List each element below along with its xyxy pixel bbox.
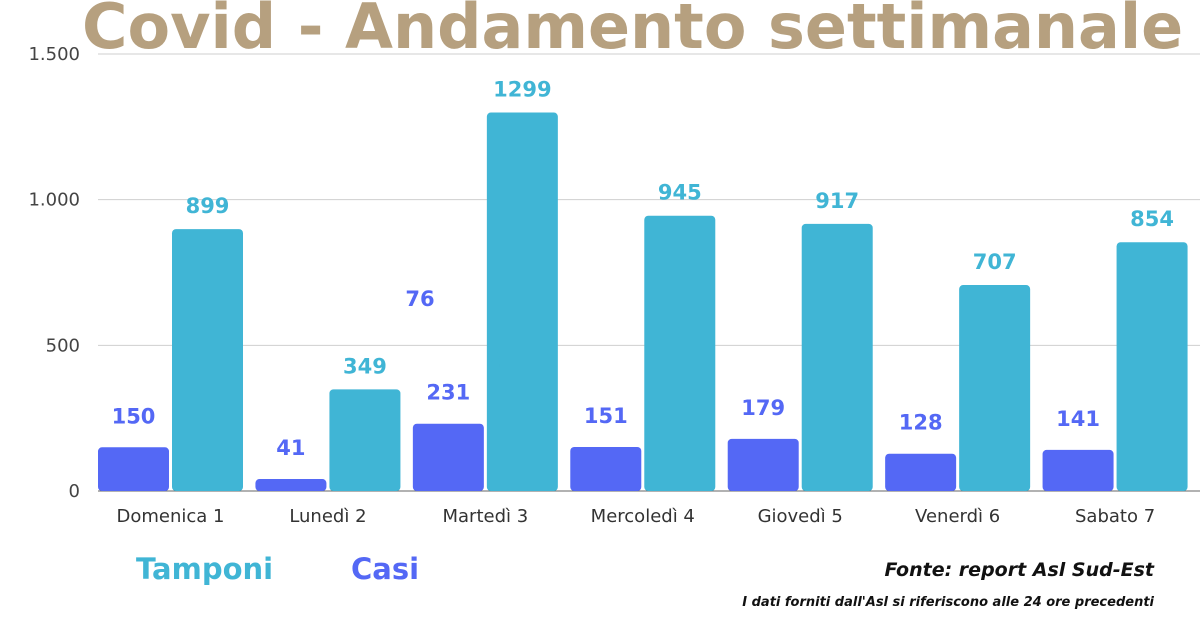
data-labels: 150 899 41 349 231 1299 151 945 179 917 128 707 141 8… — [112, 78, 1174, 460]
data-label-tamponi: 945 — [658, 181, 702, 205]
data-label-tamponi: 899 — [186, 194, 230, 218]
x-category-label: Giovedì 5 — [758, 506, 843, 527]
x-category-label: Domenica 1 — [117, 506, 225, 527]
y-tick-label: 1.500 — [28, 44, 80, 65]
bar-casi — [885, 453, 957, 491]
footnote-text: I dati forniti dall'Asl si riferiscono a… — [742, 595, 1154, 610]
bar-tamponi — [959, 285, 1031, 491]
data-label-tamponi: 349 — [343, 354, 387, 378]
bar-casi — [255, 479, 327, 491]
bar-tamponi — [172, 229, 243, 491]
y-tick-label: 500 — [46, 335, 80, 356]
bars — [98, 112, 1188, 492]
data-label-tamponi: 854 — [1130, 207, 1174, 231]
annotation-label: 2 — [487, 348, 502, 372]
bar-casi — [98, 447, 169, 491]
axes: 0 500 1.000 1.500 Domenica 1 Lunedì 2 Martedì … — [28, 44, 1155, 527]
legend-item-tamponi: Tamponi — [136, 552, 273, 586]
y-tick-label: 0 — [69, 481, 80, 502]
bar-casi — [412, 423, 484, 491]
x-category-label: Mercoledì 4 — [591, 506, 695, 527]
x-category-label: Sabato 7 — [1075, 506, 1155, 527]
data-label-casi: 179 — [741, 396, 785, 420]
annotation-label: 76 — [405, 287, 434, 311]
x-category-label: Venerdì 6 — [915, 506, 1000, 527]
bar-tamponi — [329, 389, 401, 491]
data-label-casi: 41 — [276, 436, 305, 460]
x-category-label: Lunedì 2 — [289, 506, 366, 527]
bar-casi — [1042, 449, 1114, 491]
legend-item-casi: Casi — [351, 552, 419, 586]
chart-title: Covid - Andamento settimanale — [82, 0, 1183, 63]
data-label-casi: 231 — [426, 381, 470, 405]
data-label-tamponi: 1299 — [493, 78, 551, 102]
bar-tamponi — [644, 215, 716, 491]
x-category-label: Martedì 3 — [443, 506, 529, 527]
bar-casi — [727, 438, 799, 491]
data-label-casi: 151 — [584, 404, 628, 428]
data-label-tamponi: 707 — [973, 250, 1017, 274]
data-label-tamponi: 917 — [815, 189, 859, 213]
data-label-casi: 150 — [112, 404, 156, 428]
bar-casi — [570, 447, 642, 491]
source-text: Fonte: report Asl Sud-Est — [885, 559, 1155, 581]
bar-tamponi — [1116, 242, 1188, 491]
data-label-casi: 128 — [899, 411, 943, 435]
y-tick-label: 1.000 — [28, 190, 80, 211]
data-label-casi: 141 — [1056, 407, 1100, 431]
bar-tamponi — [486, 112, 558, 492]
bar-tamponi — [801, 223, 873, 491]
